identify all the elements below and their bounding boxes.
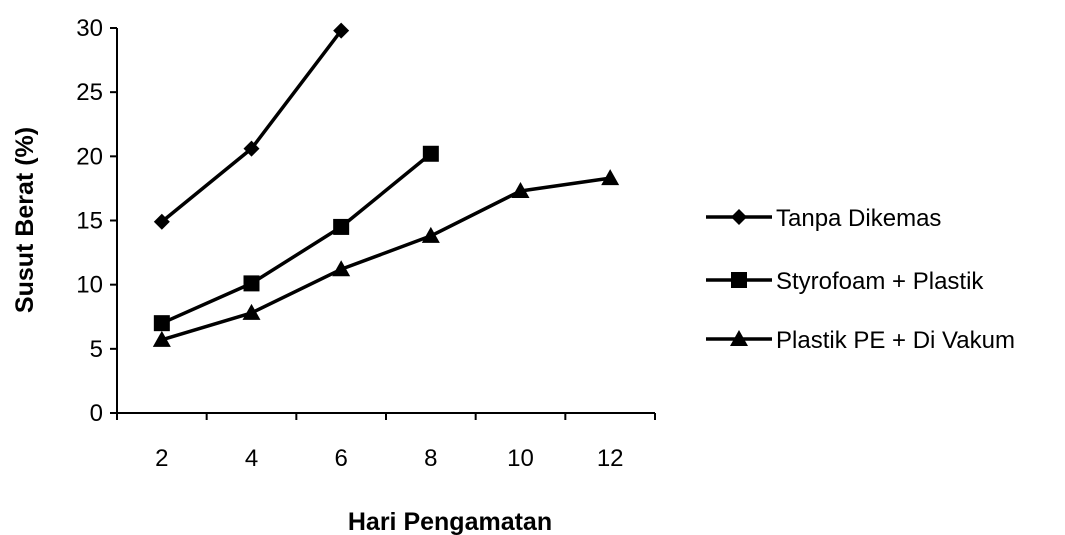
legend-item: Tanpa Dikemas bbox=[706, 205, 941, 232]
axes bbox=[117, 28, 655, 413]
y-tick-label: 10 bbox=[76, 272, 103, 299]
legend-item: Styrofoam + Plastik bbox=[706, 268, 984, 295]
y-tick-label: 20 bbox=[76, 143, 103, 170]
data-point-triangle bbox=[601, 169, 619, 185]
y-tick-label: 0 bbox=[90, 400, 103, 427]
data-point-triangle bbox=[243, 304, 261, 320]
y-tick-label: 5 bbox=[90, 336, 103, 363]
data-point-square bbox=[244, 275, 260, 291]
y-axis-title: Susut Berat (%) bbox=[11, 127, 39, 313]
legend-label: Plastik PE + Di Vakum bbox=[776, 327, 1015, 354]
legend-marker-square bbox=[731, 272, 747, 288]
data-point-triangle bbox=[422, 227, 440, 243]
legend: Tanpa Dikemas Styrofoam + Plastik Plastik … bbox=[706, 205, 1015, 354]
series-triangle bbox=[153, 169, 619, 347]
x-tick-label: 10 bbox=[507, 445, 534, 472]
y-ticks: 0 5 10 15 20 25 30 bbox=[76, 15, 117, 427]
series-line bbox=[162, 31, 341, 222]
legend-item: Plastik PE + Di Vakum bbox=[706, 327, 1015, 354]
x-tick-label: 4 bbox=[245, 445, 258, 472]
series-line bbox=[162, 154, 431, 323]
x-tick-label: 8 bbox=[424, 445, 437, 472]
y-tick-label: 30 bbox=[76, 15, 103, 42]
x-tick-label: 6 bbox=[334, 445, 347, 472]
y-tick-label: 25 bbox=[76, 79, 103, 106]
legend-label: Tanpa Dikemas bbox=[776, 205, 941, 232]
series-square bbox=[154, 146, 439, 331]
series-diamond bbox=[154, 23, 349, 230]
series-layer bbox=[153, 23, 619, 347]
data-point-square bbox=[154, 315, 170, 331]
legend-label: Styrofoam + Plastik bbox=[776, 268, 984, 295]
series-line bbox=[162, 178, 610, 340]
x-tick-label: 12 bbox=[597, 445, 624, 472]
x-axis-title: Hari Pengamatan bbox=[348, 508, 552, 535]
x-ticks: 2 4 6 8 10 12 bbox=[117, 413, 655, 472]
data-point-square bbox=[333, 219, 349, 235]
x-tick-label: 2 bbox=[155, 445, 168, 472]
data-point-square bbox=[423, 146, 439, 162]
y-tick-label: 15 bbox=[76, 208, 103, 235]
legend-marker-diamond bbox=[731, 209, 747, 225]
